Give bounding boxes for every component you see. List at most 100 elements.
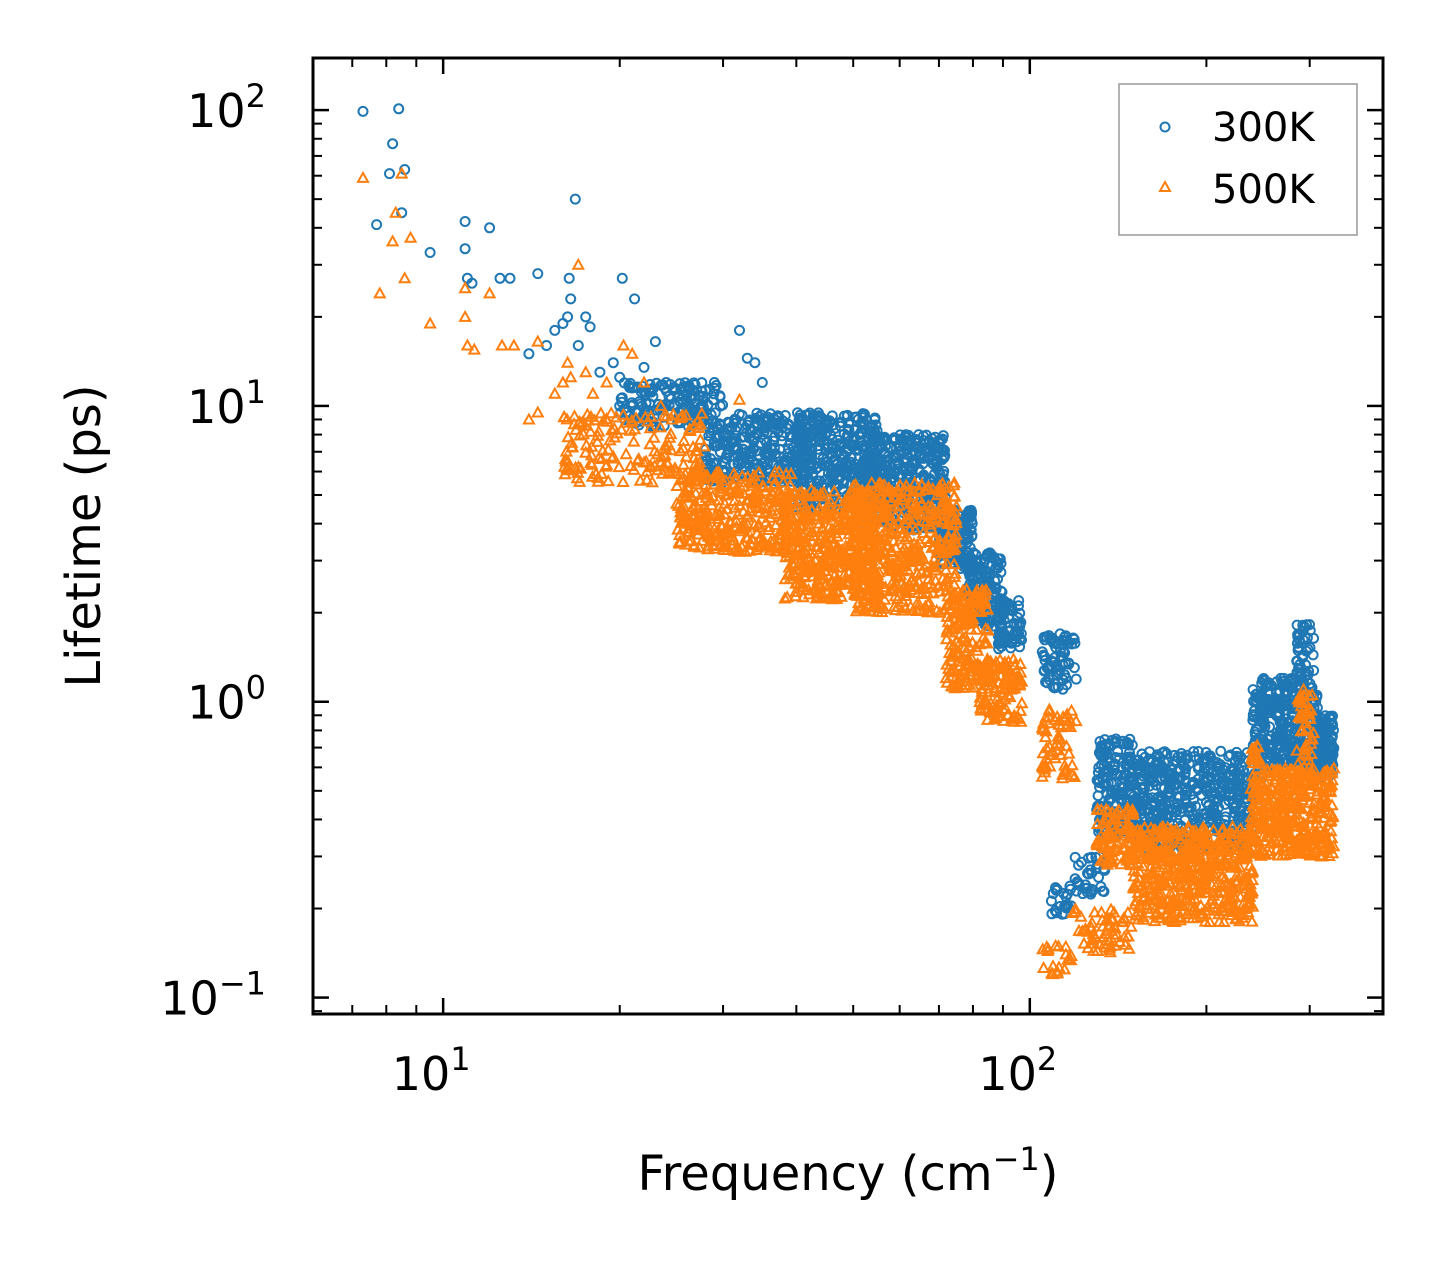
- data-point-500k: [1013, 703, 1028, 716]
- data-point-500k: [692, 458, 706, 471]
- data-point-300k: [996, 636, 1008, 648]
- data-point-500k: [1036, 960, 1051, 973]
- data-point-300k: [1157, 747, 1169, 759]
- data-point-500k: [1039, 751, 1054, 764]
- data-point-500k: [690, 444, 704, 457]
- data-point-500k: [980, 712, 995, 725]
- data-point-300k: [814, 475, 826, 487]
- data-point-500k: [885, 575, 899, 588]
- data-point-500k: [859, 569, 873, 582]
- data-point-500k: [747, 517, 762, 530]
- data-point-500k: [751, 520, 766, 533]
- data-point-500k: [848, 508, 863, 521]
- data-point-300k: [975, 571, 987, 583]
- data-point-300k: [898, 434, 910, 446]
- data-point-500k: [583, 424, 598, 437]
- data-point-500k: [673, 473, 687, 486]
- data-point-300k: [1327, 747, 1338, 759]
- data-point-500k: [565, 435, 579, 448]
- data-point-500k: [926, 580, 940, 593]
- data-point-500k: [1015, 696, 1029, 709]
- data-point-500k: [660, 409, 674, 422]
- data-point-300k: [1258, 716, 1270, 728]
- data-point-500k: [777, 524, 791, 537]
- data-point-500k: [901, 512, 915, 525]
- data-point-500k: [900, 529, 914, 542]
- data-point-500k: [887, 517, 901, 530]
- data-point-500k: [957, 592, 971, 605]
- data-point-300k: [1279, 736, 1290, 748]
- data-point-300k: [803, 427, 814, 439]
- data-point-300k: [776, 422, 788, 434]
- data-point-300k: [584, 321, 596, 333]
- data-point-300k: [995, 614, 1006, 626]
- data-point-500k: [978, 663, 992, 676]
- data-point-500k: [994, 668, 1008, 681]
- data-point-500k: [984, 675, 998, 688]
- data-point-500k: [1115, 914, 1129, 927]
- data-point-300k: [532, 268, 544, 280]
- data-point-500k: [909, 540, 923, 553]
- data-point-500k: [678, 490, 692, 503]
- data-point-500k: [946, 649, 960, 662]
- data-point-500k: [664, 427, 678, 440]
- data-point-300k: [678, 381, 690, 393]
- data-point-500k: [855, 560, 869, 573]
- data-point-300k: [1118, 782, 1130, 794]
- data-point-500k: [960, 611, 974, 624]
- data-point-500k: [1057, 962, 1072, 975]
- data-point-500k: [940, 556, 954, 569]
- data-point-500k: [1122, 941, 1136, 954]
- data-point-500k: [890, 554, 905, 567]
- data-point-300k: [742, 453, 754, 465]
- data-point-300k: [1161, 748, 1173, 760]
- data-point-500k: [701, 529, 715, 542]
- data-point-500k: [1114, 811, 1128, 824]
- data-point-500k: [592, 424, 606, 437]
- data-point-300k: [983, 577, 995, 589]
- data-point-500k: [906, 484, 920, 497]
- data-point-300k: [523, 348, 535, 360]
- data-point-500k: [943, 625, 957, 638]
- data-point-500k: [933, 605, 947, 618]
- data-point-500k: [1100, 840, 1114, 853]
- data-point-300k: [746, 424, 758, 436]
- data-point-300k: [1319, 739, 1331, 751]
- data-point-300k: [1046, 632, 1058, 644]
- data-point-300k: [1047, 888, 1059, 899]
- data-point-500k: [899, 544, 914, 557]
- data-point-500k: [830, 591, 844, 604]
- data-point-500k: [864, 491, 878, 504]
- data-point-300k: [732, 458, 744, 470]
- data-point-500k: [918, 599, 932, 612]
- data-point-300k: [1297, 652, 1308, 664]
- data-point-500k: [605, 423, 619, 436]
- data-point-300k: [936, 443, 948, 455]
- data-point-300k: [1207, 755, 1219, 767]
- data-point-300k: [723, 431, 735, 443]
- data-point-300k: [858, 448, 870, 460]
- data-point-500k: [799, 565, 813, 578]
- data-point-300k: [1083, 868, 1095, 880]
- data-point-500k: [956, 662, 970, 675]
- data-point-300k: [712, 440, 723, 451]
- data-point-300k: [1098, 886, 1110, 897]
- data-point-300k: [988, 551, 1000, 563]
- data-point-500k: [654, 450, 669, 463]
- data-point-500k: [579, 438, 594, 451]
- data-point-500k: [867, 511, 882, 524]
- data-point-500k: [799, 582, 813, 595]
- data-point-500k: [713, 484, 728, 497]
- data-point-300k: [1003, 626, 1015, 638]
- data-point-300k: [1259, 721, 1271, 733]
- data-point-500k: [695, 406, 709, 419]
- data-point-500k: [841, 488, 856, 501]
- data-point-500k: [879, 557, 894, 570]
- data-point-300k: [883, 465, 894, 477]
- data-point-500k: [976, 630, 991, 643]
- data-point-500k: [960, 644, 974, 657]
- data-point-500k: [710, 469, 724, 482]
- data-point-500k: [941, 532, 956, 545]
- data-point-300k: [994, 637, 1005, 649]
- data-point-500k: [616, 407, 630, 420]
